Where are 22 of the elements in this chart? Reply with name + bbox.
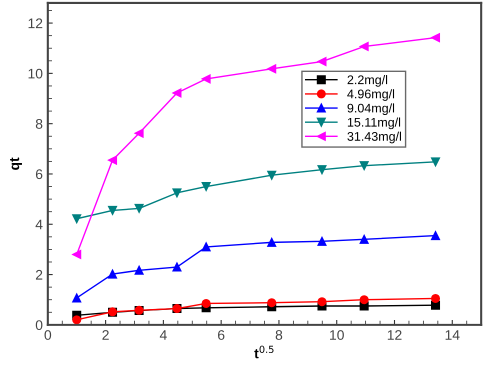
legend-label: 15.11mg/l bbox=[348, 118, 400, 130]
x-axis-title: t$^{0.5}$ bbox=[254, 346, 274, 358]
x-tick-label: 0 bbox=[44, 330, 52, 340]
y-tick-label: 10 bbox=[28, 68, 42, 79]
y-tick-label: 12 bbox=[28, 18, 42, 28]
x-tick-label: 4 bbox=[160, 330, 167, 340]
legend-label: 31.43mg/l bbox=[347, 132, 401, 144]
y-tick-label: 8 bbox=[36, 119, 42, 129]
legend-label: 9.04mg/l bbox=[348, 103, 394, 116]
x-tick-label: 14 bbox=[446, 330, 460, 340]
x-tick-label: 2 bbox=[102, 330, 109, 340]
y-axis-title: qt bbox=[10, 158, 22, 170]
x-tick-label: 6 bbox=[218, 330, 224, 340]
legend-label: 2.2mg/l bbox=[348, 75, 388, 87]
y-tick-label: 6 bbox=[36, 169, 42, 180]
y-tick-label: 2 bbox=[36, 270, 42, 280]
legend-label: 4.96mg/l bbox=[347, 89, 394, 101]
x-tick-label: 10 bbox=[330, 330, 344, 340]
x-tick-label: 8 bbox=[276, 330, 282, 340]
y-tick-label: 4 bbox=[36, 220, 43, 230]
x-tick-label: 12 bbox=[388, 330, 402, 340]
y-tick-label: 0 bbox=[36, 320, 42, 330]
